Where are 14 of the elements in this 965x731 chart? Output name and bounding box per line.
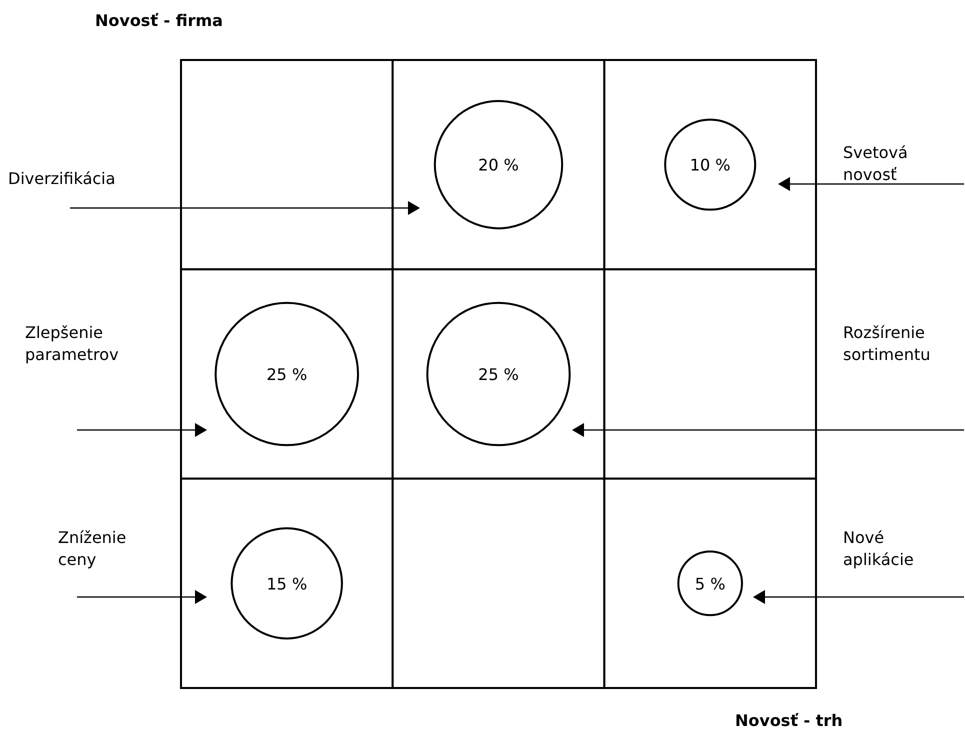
data-label: 15 % bbox=[266, 574, 308, 594]
text: Svetová novosť bbox=[843, 143, 908, 184]
text: Zlepšenie parametrov bbox=[25, 323, 119, 364]
text: Zníženie ceny bbox=[58, 528, 126, 569]
data-label: 20 % bbox=[478, 156, 519, 175]
text: Rozšírenie sortimentu bbox=[843, 323, 930, 364]
data-label: 25 % bbox=[478, 365, 519, 384]
data-label: 10 % bbox=[690, 156, 730, 175]
x-axis-title: Novosť - trh bbox=[735, 711, 843, 730]
y-axis-title: Novosť - firma bbox=[95, 11, 223, 30]
data-label: 5 % bbox=[694, 574, 726, 594]
data-label: 25 % bbox=[266, 365, 308, 384]
text: Nové aplikácie bbox=[843, 528, 914, 569]
text: Diverzifikácia bbox=[8, 169, 116, 188]
